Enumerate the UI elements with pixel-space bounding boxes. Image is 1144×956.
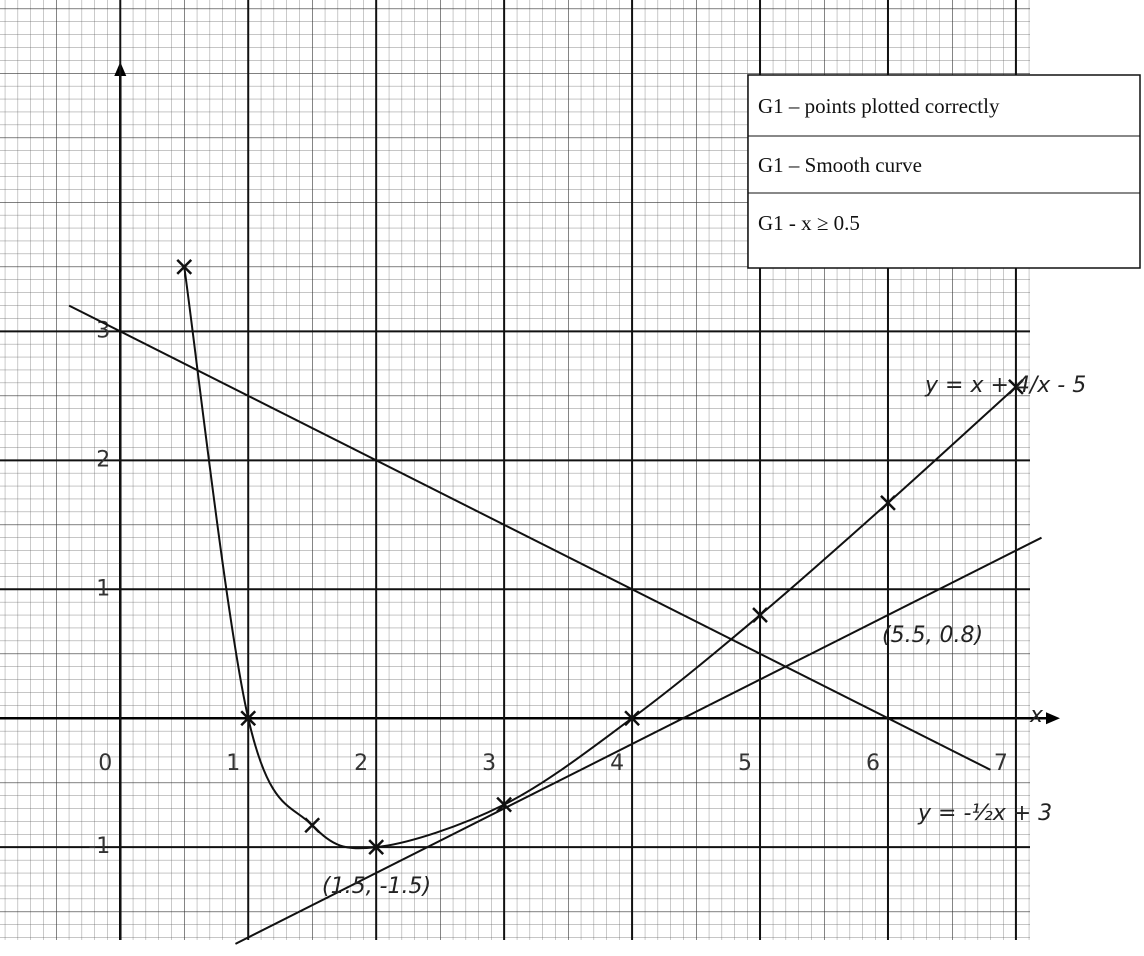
point-label: (5.5, 0.8) xyxy=(882,623,983,648)
x-axis-label: x xyxy=(1029,703,1044,728)
x-tick-label: 2 xyxy=(354,751,368,776)
x-tick-label: 3 xyxy=(482,751,496,776)
y-tick-label: 2 xyxy=(96,447,110,472)
x-tick-label: 1 xyxy=(226,751,240,776)
y-tick-label: -1 xyxy=(88,834,110,859)
x-arrow xyxy=(1046,712,1060,724)
curve-label: y = x + 4/x - 5 xyxy=(924,373,1086,398)
x-tick-label: 5 xyxy=(738,751,752,776)
point-label: (1.5, -1.5) xyxy=(322,874,431,899)
y-tick-label: 1 xyxy=(96,576,110,601)
marking-item: G1 – Smooth curve xyxy=(758,153,922,177)
marking-item: G1 - x ≥ 0.5 xyxy=(758,211,860,235)
marking-item: G1 – points plotted correctly xyxy=(758,94,1000,118)
x-tick-label: 0 xyxy=(98,751,112,776)
x-tick-label: 6 xyxy=(866,751,880,776)
x-tick-label: 7 xyxy=(994,751,1008,776)
line-label: y = -½x + 3 xyxy=(917,801,1052,826)
chart: 01234567-1123 x y = x + 4/x - 5 y = -½x … xyxy=(0,0,1144,956)
